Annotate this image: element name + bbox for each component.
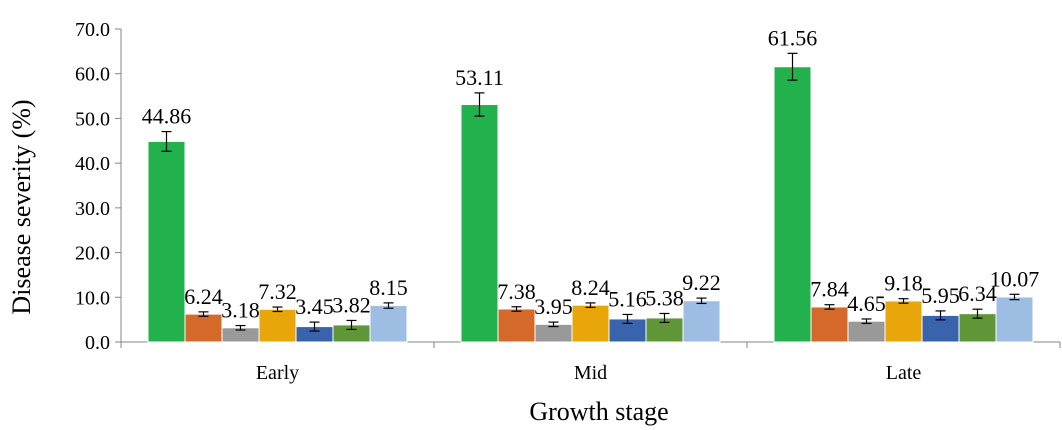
data-label: 4.65: [847, 291, 886, 316]
data-label: 3.18: [221, 298, 260, 323]
data-label: 6.34: [958, 281, 997, 306]
data-label: 7.84: [810, 277, 849, 302]
y-tick-label: 20.0: [75, 243, 110, 265]
category-label: Mid: [574, 362, 607, 384]
bar: [847, 320, 886, 343]
y-tick-label: 50.0: [75, 108, 110, 130]
x-axis-title: Growth stage: [529, 397, 668, 426]
bar: [497, 308, 536, 343]
data-label: 8.24: [571, 275, 610, 300]
y-tick-label: 70.0: [75, 19, 110, 41]
y-tick-label: 40.0: [75, 153, 110, 175]
category-labels: Early Mid Late: [256, 362, 922, 384]
data-label: 10.07: [990, 266, 1040, 291]
data-label: 7.38: [497, 279, 536, 304]
data-label: 3.45: [295, 294, 334, 319]
data-label: 3.95: [534, 294, 573, 319]
data-label: 7.32: [258, 279, 297, 304]
data-label: 6.24: [184, 284, 223, 309]
bar: [460, 104, 499, 343]
data-label: 3.82: [332, 292, 371, 317]
category-label: Early: [256, 362, 299, 384]
data-label: 53.11: [455, 65, 504, 90]
data-label: 44.86: [142, 104, 192, 129]
x-axis: [120, 341, 1061, 348]
y-tick-label: 30.0: [75, 198, 110, 220]
y-axis-ticks: 0.0 10.0 20.0 30.0 40.0 50.0 60.0 70.0: [75, 19, 122, 354]
error-bars: [161, 52, 1020, 332]
data-label: 9.18: [884, 271, 923, 296]
category-label: Late: [886, 362, 922, 384]
bar: [147, 140, 186, 343]
bar: [810, 306, 849, 343]
data-label: 5.95: [921, 283, 960, 308]
data-label: 5.38: [645, 285, 684, 310]
bar: [258, 308, 297, 343]
bar: [184, 313, 223, 343]
y-tick-label: 10.0: [75, 287, 110, 309]
data-label: 61.56: [768, 25, 818, 50]
bar: [884, 300, 923, 343]
y-tick-label: 0.0: [85, 332, 110, 354]
bar: [369, 305, 408, 343]
data-label: 5.16: [608, 286, 647, 311]
y-axis-title: Disease severity (%): [7, 99, 36, 314]
y-tick-label: 60.0: [75, 64, 110, 86]
data-label: 8.15: [369, 275, 408, 300]
bar: [995, 296, 1034, 343]
bar: [571, 304, 610, 343]
bars: [147, 66, 1034, 343]
bar: [682, 300, 721, 343]
data-labels: 44.86 6.243.187.323.453.828.15 53.11 7.383.…: [142, 25, 1040, 322]
bar: [773, 66, 812, 343]
data-label: 9.22: [682, 270, 721, 295]
